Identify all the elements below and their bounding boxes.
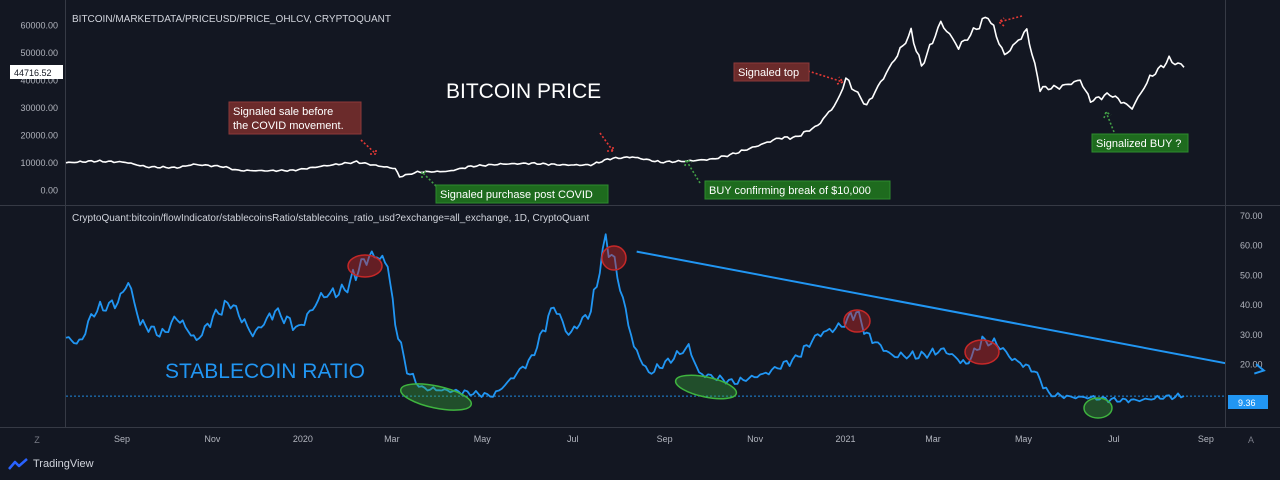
ratio-y-tick-label: 20.00 xyxy=(1240,360,1263,370)
auto-scale-button[interactable]: A xyxy=(1247,435,1254,445)
arrow-red xyxy=(360,139,377,155)
arrow-green xyxy=(421,171,437,187)
ratio-y-axis[interactable]: 70.00 60.00 50.00 40.00 30.00 20.00 xyxy=(1240,211,1263,370)
x-tick-label: May xyxy=(474,434,492,444)
ratio-y-tick-label: 70.00 xyxy=(1240,211,1263,221)
price-y-tick-label: 60000.00 xyxy=(20,20,58,30)
tradingview-logo-icon xyxy=(8,458,28,470)
ratio-y-tick-label: 50.00 xyxy=(1240,270,1263,280)
arrow-green xyxy=(1103,110,1115,133)
price-watermark: BITCOIN PRICE xyxy=(446,80,601,103)
green-marker-ellipse xyxy=(674,374,738,400)
x-tick-label: May xyxy=(1015,434,1033,444)
time-axis[interactable]: Sep Nov 2020 Mar May Jul Sep Nov 2021 Mar May Jul Se… xyxy=(114,434,1214,444)
red-marker-circle xyxy=(601,245,627,271)
note-text: the COVID movement. xyxy=(233,120,344,132)
ratio-markers xyxy=(347,245,1113,419)
x-tick-label: Nov xyxy=(747,434,764,444)
price-y-tick-label: 40000.00 xyxy=(20,75,58,85)
red-marker-circle xyxy=(964,339,1000,365)
annotation-arrows xyxy=(360,15,1115,187)
price-pane-header: BITCOIN/MARKETDATA/PRICEUSD/PRICE_OHLCV,… xyxy=(72,14,391,25)
downtrend-arrow-line[interactable] xyxy=(636,250,1264,371)
x-tick-label: Sep xyxy=(1198,434,1214,444)
red-marker-circle xyxy=(843,309,871,333)
ratio-watermark: STABLECOIN RATIO xyxy=(165,360,365,383)
note-text: BUY confirming break of $10,000 xyxy=(709,185,871,197)
price-y-tick-label: 50000.00 xyxy=(20,48,58,58)
x-tick-label: Mar xyxy=(925,434,941,444)
note-text: Signaled sale before xyxy=(233,106,333,118)
ratio-y-tick-label: 30.00 xyxy=(1240,330,1263,340)
ratio-series-line xyxy=(65,233,1185,404)
annotation-note[interactable]: Signaled top xyxy=(733,62,810,82)
arrow-red xyxy=(997,15,1023,27)
ratio-last-value-label: 9.36 xyxy=(1228,395,1268,409)
annotation-note[interactable]: Signalized BUY ? xyxy=(1091,133,1189,153)
price-y-tick-label: 0.00 xyxy=(40,185,58,195)
ratio-y-tick-label: 60.00 xyxy=(1240,241,1263,251)
ratio-last-value: 9.36 xyxy=(1238,398,1256,408)
price-last-value-label: 44716.52 xyxy=(10,65,63,79)
x-tick-label: Sep xyxy=(114,434,130,444)
ratio-y-tick-label: 40.00 xyxy=(1240,300,1263,310)
price-y-tick-label: 10000.00 xyxy=(20,158,58,168)
x-tick-label: Jul xyxy=(567,434,579,444)
arrow-red xyxy=(807,70,845,85)
x-tick-label: Sep xyxy=(657,434,673,444)
red-marker-circle xyxy=(347,254,383,278)
note-text: Signaled top xyxy=(738,67,799,79)
annotation-note[interactable]: Signaled purchase post COVID xyxy=(435,184,609,204)
downtrend-arrow-head xyxy=(1254,363,1266,375)
ratio-pane-header: CryptoQuant:bitcoin/flowIndicator/stable… xyxy=(72,213,589,224)
annotation-note[interactable]: Signaled sale before the COVID movement. xyxy=(228,101,362,135)
x-tick-label: 2020 xyxy=(293,434,313,444)
price-y-tick-label: 30000.00 xyxy=(20,103,58,113)
arrow-red xyxy=(599,132,614,152)
x-tick-label: 2021 xyxy=(836,434,856,444)
arrow-green xyxy=(684,158,701,184)
scale-toggle-button[interactable]: Z xyxy=(34,435,40,445)
x-tick-label: Nov xyxy=(204,434,221,444)
note-text: Signaled purchase post COVID xyxy=(440,189,593,201)
green-marker-ellipse xyxy=(1083,397,1113,419)
price-series-line xyxy=(65,16,1185,178)
annotation-note[interactable]: BUY confirming break of $10,000 xyxy=(704,180,891,200)
note-text: Signalized BUY ? xyxy=(1096,138,1181,150)
price-y-tick-label: 20000.00 xyxy=(20,130,58,140)
brand-text: TradingView xyxy=(33,458,94,470)
green-marker-ellipse xyxy=(399,383,473,411)
x-tick-label: Mar xyxy=(384,434,400,444)
price-last-value: 44716.52 xyxy=(14,68,52,78)
price-y-axis[interactable]: 60000.00 50000.00 40000.00 30000.00 20000.00… xyxy=(20,20,58,195)
x-tick-label: Jul xyxy=(1108,434,1120,444)
tradingview-logo[interactable]: TradingView xyxy=(8,458,94,470)
